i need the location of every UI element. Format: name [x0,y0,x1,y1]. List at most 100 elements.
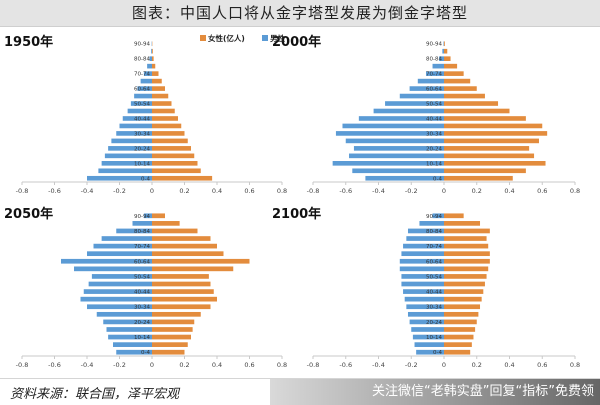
male-bar [433,64,444,69]
female-bar [152,229,198,234]
age-label: 90-94 [426,214,442,220]
female-bar [444,282,485,287]
female-bar [444,244,488,249]
female-bar [444,49,447,54]
x-tick-label: 0.2 [472,361,482,369]
panel-title: 2100年 [272,206,321,222]
female-bar [152,259,250,264]
male-bar [105,154,152,159]
figure-title: 图表：中国人口将从金字塔型发展为倒金字塔型 [0,0,600,27]
female-bar [444,168,526,173]
female-bar [444,213,464,218]
x-tick-label: -0.8 [307,361,320,369]
x-tick-label: 0.4 [504,187,514,195]
male-bar [87,251,152,256]
male-bar [405,297,444,302]
x-tick-label: 0.2 [179,187,189,195]
x-tick-label: 0.8 [277,187,287,195]
female-bar [444,94,485,99]
pyramid-panel: 1950年0-410-1420-2430-3440-4450-5460-6470… [4,34,287,195]
female-bar [444,289,483,294]
x-tick-label: -0.2 [405,187,418,195]
age-label: 20-24 [426,146,442,152]
x-tick-label: -0.8 [307,187,320,195]
female-bar [444,297,482,302]
age-label: 90-94 [134,42,150,48]
footer: 资料来源：联合国，泽平宏观 关注微信“老韩实盘”回复“指标”免费领 [0,378,600,405]
female-bar [444,221,480,226]
age-label: 90-94 [426,42,442,48]
age-label: 0-4 [433,350,442,356]
x-tick-label: 0.4 [212,361,222,369]
female-bar [152,289,214,294]
x-tick-label: -0.8 [16,187,29,195]
legend-female-label: 女性(亿人) [208,33,245,43]
legend-male-swatch [262,35,268,41]
x-tick-label: 0.6 [244,361,254,369]
male-bar [147,64,152,69]
male-bar [401,251,444,256]
age-label: 10-14 [134,161,150,167]
age-label: 0-4 [141,176,150,182]
age-label: 30-34 [426,305,442,311]
female-bar [152,213,165,218]
age-label: 0-4 [141,350,150,356]
female-bar [152,109,175,114]
male-bar [400,266,444,271]
age-label: 50-54 [426,274,442,280]
pyramid-panel: 2050年0-410-1420-2430-3440-4450-5460-6470… [4,206,287,369]
x-tick-label: -0.4 [372,361,385,369]
male-bar [401,282,444,287]
female-bar [444,176,513,181]
male-bar [346,139,444,144]
pyramid-panel: 2000年0-410-1420-2430-3440-4450-5460-6470… [272,34,580,195]
age-label: 70-74 [134,244,150,250]
male-bar [102,236,152,241]
female-bar [152,94,168,99]
female-bar [152,312,201,317]
female-bar [444,161,546,166]
female-bar [444,101,498,106]
legend-female-swatch [200,35,206,41]
x-tick-label: 0 [150,361,154,369]
x-tick-label: 0.6 [244,187,254,195]
male-bar [98,168,152,173]
male-bar [81,297,153,302]
age-label: 0-4 [433,176,442,182]
x-tick-label: -0.4 [81,187,94,195]
age-label: 40-44 [426,290,442,296]
x-tick-label: -0.6 [339,361,352,369]
female-bar [152,124,181,129]
male-bar [352,168,444,173]
age-label: 80-84 [134,57,150,63]
male-bar [97,312,152,317]
age-label: 40-44 [134,116,150,122]
male-bar [442,49,444,54]
female-bar [444,259,490,264]
x-tick-label: -0.6 [339,187,352,195]
age-label: 70-74 [426,244,442,250]
female-bar [152,146,191,151]
female-bar [152,335,191,340]
age-label: 90-94 [134,214,150,220]
x-tick-label: 0.6 [537,187,547,195]
female-bar [444,350,470,355]
female-bar [152,161,198,166]
age-label: 30-34 [426,131,442,137]
female-bar [152,221,180,226]
age-label: 40-44 [134,290,150,296]
male-bar [128,109,152,114]
x-tick-label: 0.8 [570,361,580,369]
female-bar [152,139,188,144]
male-bar [349,154,444,159]
age-label: 60-64 [426,87,442,93]
x-tick-label: 0.8 [570,187,580,195]
x-tick-label: -0.2 [113,187,126,195]
legend: 女性(亿人)男性 [200,33,285,43]
x-tick-label: 0 [150,187,154,195]
male-bar [113,342,152,347]
female-bar [152,327,193,332]
female-bar [444,335,473,340]
x-tick-label: -0.6 [48,187,61,195]
female-bar [152,350,185,355]
